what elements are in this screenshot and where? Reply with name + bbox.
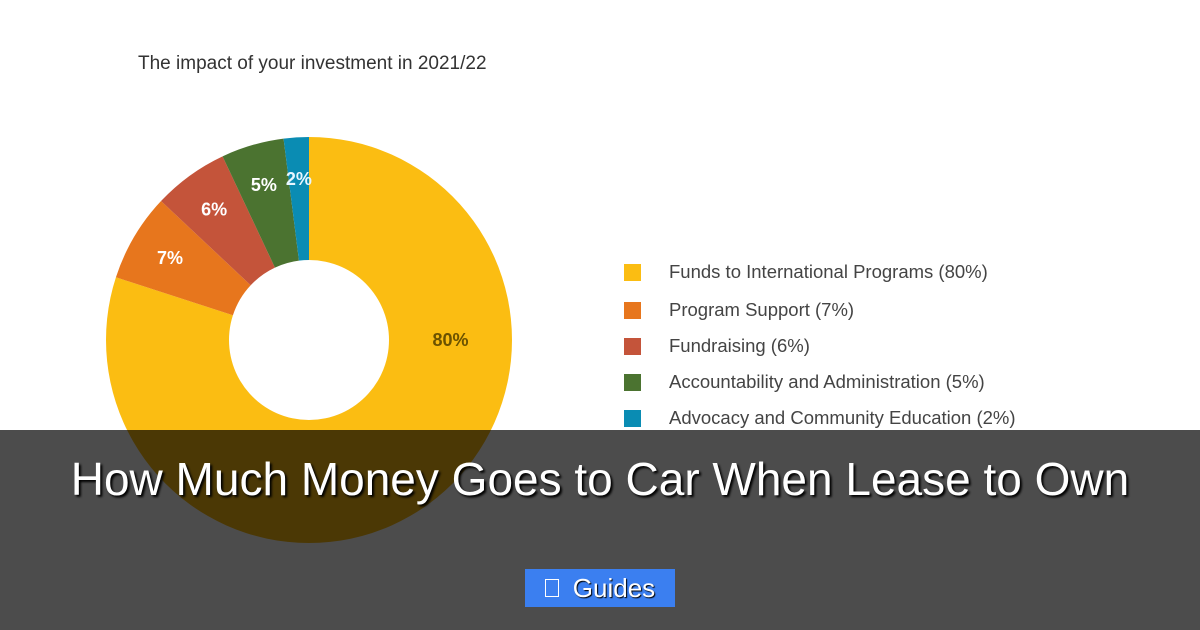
square-icon — [544, 579, 559, 597]
guides-label: Guides — [572, 572, 656, 603]
legend-swatch — [624, 301, 641, 319]
data-label-3: 5% — [251, 175, 277, 195]
slice-4 — [283, 137, 309, 261]
legend-label: Program Support (7%) — [669, 299, 855, 320]
legend-item: Accountability and Administration (5%) — [624, 371, 985, 392]
legend-label: Funds to International Programs (80%) — [669, 261, 988, 282]
data-label-1: 7% — [157, 248, 183, 268]
legend-item: Funds to International Programs (80%) — [624, 261, 988, 282]
headline: How Much Money Goes to Car When Lease to… — [70, 453, 1130, 505]
legend-item: Fundraising (6%) — [624, 335, 810, 356]
legend-item: Program Support (7%) — [624, 299, 855, 320]
legend-label: Advocacy and Community Education (2%) — [669, 407, 1016, 428]
legend-label: Accountability and Administration (5%) — [669, 371, 985, 392]
chart-title: The impact of your investment in 2021/22 — [138, 53, 487, 74]
slice-3 — [222, 138, 299, 268]
legend-swatch — [624, 373, 641, 391]
data-label-0: 80% — [432, 330, 468, 350]
slice-2 — [161, 156, 275, 286]
legend-item: Advocacy and Community Education (2%) — [624, 407, 1016, 428]
legend-label: Fundraising (6%) — [669, 335, 810, 356]
slice-1 — [115, 201, 251, 316]
legend-swatch — [624, 263, 641, 281]
data-label-2: 6% — [201, 199, 227, 219]
legend-swatch — [624, 409, 641, 427]
guides-category-button[interactable]: Guides — [525, 569, 675, 607]
data-label-4: 2% — [286, 169, 312, 189]
legend-swatch — [624, 337, 641, 355]
